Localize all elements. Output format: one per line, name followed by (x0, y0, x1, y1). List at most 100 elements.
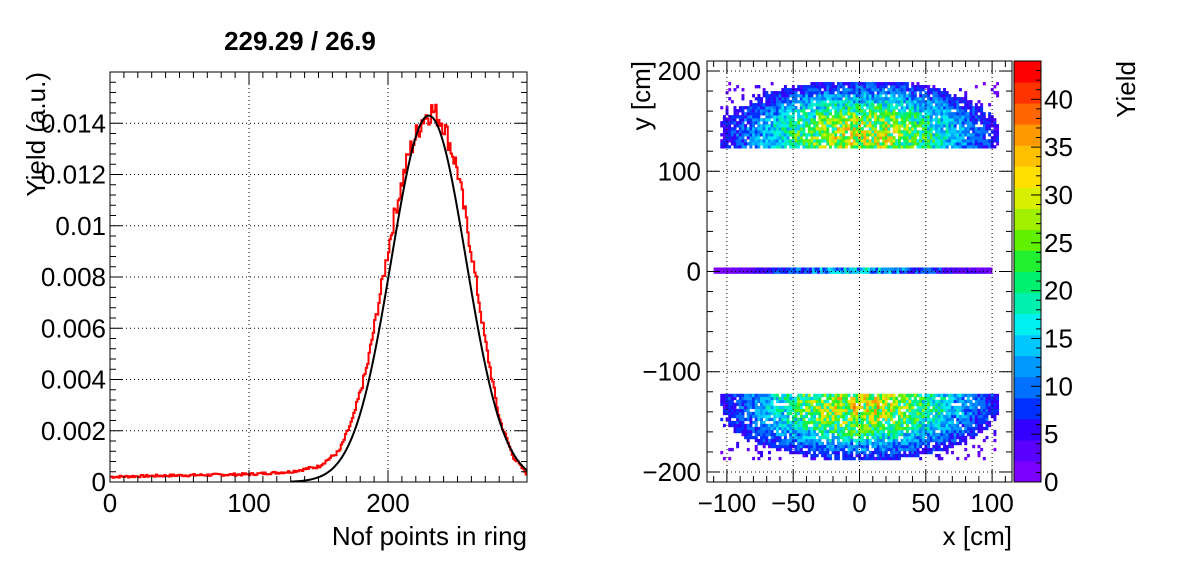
heatmap-cell (879, 109, 883, 113)
heatmap-cell (911, 447, 915, 452)
heatmap-cell (754, 85, 758, 89)
heatmap-cell (958, 112, 962, 116)
heatmap-cell (892, 118, 896, 122)
heatmap-cell (786, 91, 790, 95)
heatmap-cell (927, 112, 931, 116)
heatmap-cell (757, 417, 761, 422)
heatmap-cell (879, 405, 883, 410)
heatmap-cell (749, 103, 753, 107)
heatmap-cell (969, 408, 973, 413)
heatmap-cell (945, 106, 949, 110)
heatmap-cell (937, 444, 941, 449)
heatmap-cell (852, 103, 856, 107)
heatmap-cell (805, 411, 809, 416)
heatmap-cell (834, 106, 838, 110)
heatmap-cell (916, 112, 920, 116)
heatmap-cell (815, 408, 819, 413)
heatmap-cell (752, 103, 756, 107)
heatmap-cell (953, 145, 957, 149)
heatmap-cell (797, 109, 801, 113)
heatmap-cell (852, 97, 856, 101)
heatmap-cell (874, 82, 878, 86)
heatmap-cell (769, 270, 773, 274)
heatmap-cell (847, 115, 851, 119)
heatmap-cell (895, 103, 899, 107)
heatmap-cell (831, 414, 835, 419)
heatmap-cell (892, 408, 896, 413)
heatmap-cell (836, 432, 840, 437)
heatmap-cell (972, 121, 976, 125)
heatmap-cell (874, 420, 878, 425)
heatmap-cell (738, 396, 742, 401)
heatmap-cell (744, 408, 748, 413)
heatmap-cell (956, 429, 960, 434)
heatmap-cell (916, 420, 920, 425)
heatmap-cell (733, 393, 737, 398)
z-tick-label: 10 (1044, 371, 1073, 401)
heatmap-cell (855, 145, 859, 149)
heatmap-cell (850, 142, 854, 146)
heatmap-cell (733, 133, 737, 137)
heatmap-cell (738, 136, 742, 140)
heatmap-cell (852, 91, 856, 95)
heatmap-cell (797, 145, 801, 149)
heatmap-cell (919, 142, 923, 146)
heatmap-cell (969, 139, 973, 143)
heatmap-cell (836, 435, 840, 440)
heatmap-cell (781, 136, 785, 140)
heatmap-cell (757, 139, 761, 143)
heatmap-cell (966, 100, 970, 104)
heatmap-cell (863, 115, 867, 119)
heatmap-cell (725, 130, 729, 134)
heatmap-cell (839, 130, 843, 134)
heatmap-cell (813, 420, 817, 425)
heatmap-cell (825, 270, 828, 274)
heatmap-cell (758, 267, 762, 271)
heatmap-cell (762, 103, 766, 107)
heatmap-cell (799, 88, 803, 92)
heatmap-cell (860, 456, 864, 461)
heatmap-cell (781, 127, 785, 131)
heatmap-x-axis-label: x [cm] (943, 521, 1012, 551)
heatmap-cell (879, 85, 883, 89)
heatmap-cell (799, 142, 803, 146)
heatmap-cell (823, 429, 827, 434)
heatmap-cell (847, 91, 851, 95)
heatmap-cell (741, 426, 745, 431)
heatmap-cell (858, 402, 862, 407)
heatmap-cell (858, 456, 862, 461)
heatmap-cell (781, 100, 785, 104)
heatmap-cell (899, 270, 903, 274)
heatmap-cell (818, 97, 822, 101)
heatmap-cell (879, 118, 883, 122)
heatmap-cell (919, 91, 923, 95)
heatmap-cell (799, 127, 803, 131)
heatmap-cell (834, 423, 838, 428)
heatmap-cell (948, 127, 952, 131)
heatmap-cell (985, 414, 989, 419)
heatmap-cell (871, 393, 875, 398)
heatmap-cell (982, 124, 986, 128)
heatmap-cell (789, 405, 793, 410)
heatmap-cell (749, 420, 753, 425)
heatmap-cell (966, 124, 970, 128)
heatmap-cell (826, 417, 830, 422)
heatmap-cell (786, 136, 790, 140)
heatmap-cell (948, 432, 952, 437)
heatmap-cell (968, 267, 972, 271)
heatmap-cell (847, 423, 851, 428)
heatmap-cell (850, 118, 854, 122)
heatmap-cell (935, 118, 939, 122)
heatmap-cell (958, 118, 962, 122)
heatmap-cell (789, 432, 793, 437)
heatmap-cell (851, 270, 855, 274)
heatmap-cell (863, 94, 867, 98)
heatmap-cell (827, 270, 831, 274)
heatmap-cell (980, 103, 984, 107)
heatmap-cell (897, 139, 901, 143)
heatmap-cell (738, 420, 742, 425)
heatmap-cell (842, 124, 846, 128)
heatmap-cell (752, 121, 756, 125)
heatmap-cell (852, 142, 856, 146)
heatmap-cell (985, 417, 989, 422)
